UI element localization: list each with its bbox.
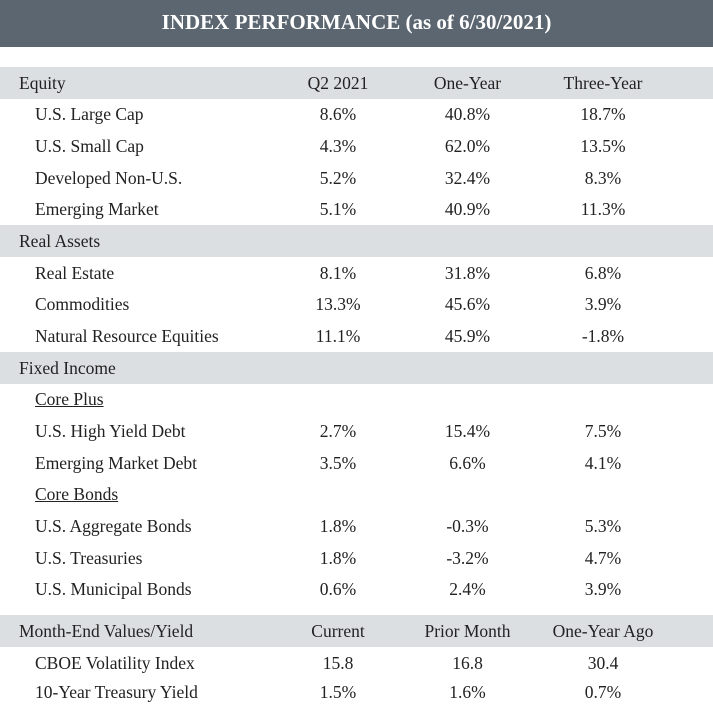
section-label: Real Assets <box>19 231 101 251</box>
cell-value: 62.0% <box>444 136 491 156</box>
table-row: U.S. High Yield Debt 2.7% 15.4% 7.5% <box>0 415 713 447</box>
cell-value: 31.8% <box>444 263 491 283</box>
cell-value: 18.7% <box>580 104 626 124</box>
table-row: Commodities 13.3% 45.6% 3.9% <box>0 288 713 320</box>
cell-value: 0.7% <box>584 682 622 702</box>
row-label: U.S. Treasuries <box>35 548 143 568</box>
cell-value: 15.8 <box>322 653 354 673</box>
cell-value: 32.4% <box>444 168 491 188</box>
column-header: One-Year Ago <box>552 621 654 641</box>
row-label: Developed Non-U.S. <box>35 168 183 188</box>
row-label: 10-Year Treasury Yield <box>35 682 198 702</box>
table-row: U.S. Treasuries 1.8% -3.2% 4.7% <box>0 542 713 574</box>
section-label: Fixed Income <box>19 358 116 378</box>
cell-value: 7.5% <box>584 421 622 441</box>
cell-value: 6.6% <box>449 453 486 473</box>
cell-value: 13.3% <box>315 294 361 314</box>
table-row: Emerging Market Debt 3.5% 6.6% 4.1% <box>0 447 713 479</box>
cell-value: 13.5% <box>580 136 626 156</box>
cell-value: 0.6% <box>319 579 357 599</box>
cell-value: 4.1% <box>584 453 622 473</box>
cell-value: 15.4% <box>444 421 491 441</box>
row-label: Emerging Market <box>35 199 159 219</box>
cell-value: 3.9% <box>584 579 622 599</box>
column-header: Current <box>311 621 365 641</box>
subgroup-label: Core Plus <box>35 389 104 409</box>
row-label: U.S. High Yield Debt <box>35 421 186 441</box>
row-label: U.S. Municipal Bonds <box>35 579 192 599</box>
section-label: Month-End Values/Yield <box>19 621 194 641</box>
row-label: Real Estate <box>35 263 115 283</box>
cell-value: 8.3% <box>584 168 622 188</box>
cell-value: 8.6% <box>319 104 357 124</box>
column-header: Three-Year <box>563 73 643 93</box>
cell-value: 5.1% <box>319 199 357 219</box>
row-label: CBOE Volatility Index <box>35 653 195 673</box>
cell-value: 8.1% <box>319 263 357 283</box>
cell-value: 2.7% <box>319 421 357 441</box>
subgroup-header: Core Plus <box>0 383 713 415</box>
section-header-equity: Equity Q2 2021 One-Year Three-Year <box>0 67 713 99</box>
column-header: Q2 2021 <box>307 73 369 93</box>
table-row: Developed Non-U.S. 5.2% 32.4% 8.3% <box>0 162 713 194</box>
cell-value: 40.9% <box>444 199 491 219</box>
cell-value: 2.4% <box>449 579 486 599</box>
row-label: Commodities <box>35 294 130 314</box>
cell-value: 6.8% <box>584 263 622 283</box>
cell-value: 45.9% <box>444 326 491 346</box>
row-label: U.S. Small Cap <box>35 136 144 156</box>
column-header: Prior Month <box>424 621 511 641</box>
cell-value: 45.6% <box>444 294 491 314</box>
cell-value: 16.8 <box>452 653 483 673</box>
cell-value: -3.2% <box>446 548 489 568</box>
cell-value: 1.5% <box>319 682 357 702</box>
cell-value: 3.9% <box>584 294 622 314</box>
row-label: Natural Resource Equities <box>35 326 219 346</box>
cell-value: 4.3% <box>319 136 357 156</box>
cell-value: -1.8% <box>581 326 625 346</box>
section-header-fixed-income: Fixed Income <box>0 352 713 384</box>
cell-value: 1.8% <box>319 516 357 536</box>
cell-value: 11.3% <box>580 199 626 219</box>
cell-value: 1.6% <box>449 682 486 702</box>
table-row: Emerging Market 5.1% 40.9% 11.3% <box>0 193 713 225</box>
table-row: U.S. Aggregate Bonds 1.8% -0.3% 5.3% <box>0 510 713 542</box>
cell-value: 5.3% <box>584 516 622 536</box>
section-header-month-end: Month-End Values/Yield Current Prior Mon… <box>0 615 713 647</box>
page-title: INDEX PERFORMANCE (as of 6/30/2021) <box>0 0 713 47</box>
cell-value: 5.2% <box>319 168 357 188</box>
table-row: U.S. Large Cap 8.6% 40.8% 18.7% <box>0 98 713 130</box>
row-label: U.S. Aggregate Bonds <box>35 516 192 536</box>
table-row: Real Estate 8.1% 31.8% 6.8% <box>0 257 713 289</box>
table-row: U.S. Small Cap 4.3% 62.0% 13.5% <box>0 130 713 162</box>
cell-value: 40.8% <box>444 104 491 124</box>
cell-value: 30.4 <box>587 653 619 673</box>
row-label: Emerging Market Debt <box>35 453 197 473</box>
table-row: U.S. Municipal Bonds 0.6% 2.4% 3.9% <box>0 573 713 605</box>
column-header: One-Year <box>433 73 502 93</box>
cell-value: 1.8% <box>319 548 357 568</box>
subgroup-label: Core Bonds <box>35 484 119 504</box>
cell-value: 4.7% <box>584 548 622 568</box>
cell-value: 11.1% <box>315 326 361 346</box>
section-label: Equity <box>19 73 66 93</box>
subgroup-header: Core Bonds <box>0 478 713 510</box>
table-row: 10-Year Treasury Yield 1.5% 1.6% 0.7% <box>0 676 713 706</box>
cell-value: -0.3% <box>446 516 489 536</box>
cell-value: 3.5% <box>319 453 357 473</box>
row-label: U.S. Large Cap <box>35 104 144 124</box>
section-header-real-assets: Real Assets <box>0 225 713 257</box>
table-row: Natural Resource Equities 11.1% 45.9% -1… <box>0 320 713 352</box>
table-row: CBOE Volatility Index 15.8 16.8 30.4 <box>0 647 713 679</box>
